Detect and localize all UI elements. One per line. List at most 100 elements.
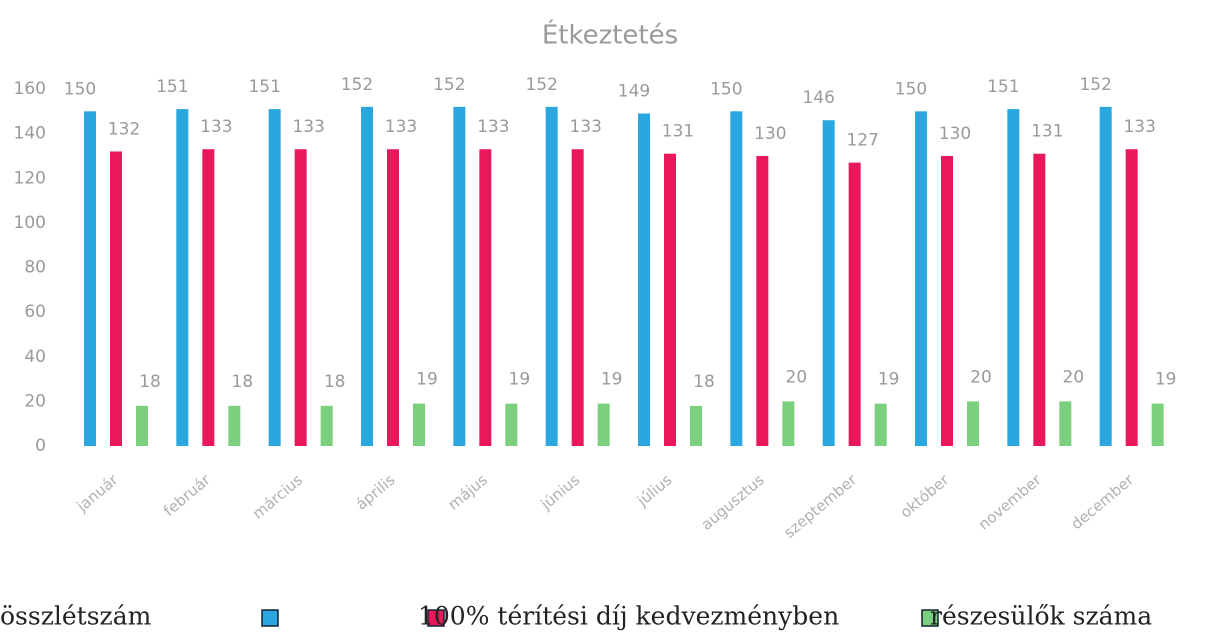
bar: [453, 106, 466, 446]
value-label: 130: [939, 124, 971, 144]
x-tick-label: január: [73, 470, 123, 516]
bar: [110, 151, 122, 446]
bar: [638, 113, 650, 446]
value-label: 20: [1063, 367, 1085, 387]
value-label: 19: [1155, 370, 1177, 390]
value-label: 127: [846, 131, 878, 151]
bar: [690, 405, 702, 446]
value-label: 18: [232, 372, 254, 392]
bar: [545, 106, 558, 446]
bar: [320, 405, 333, 446]
y-tick-label: 120: [14, 168, 46, 188]
bar: [1099, 106, 1112, 446]
legend-label: 100% térítési díj kedvezményben: [418, 602, 839, 631]
value-label: 19: [878, 370, 900, 390]
value-label: 18: [324, 372, 346, 392]
y-tick-label: 40: [24, 347, 46, 367]
bar: [136, 405, 148, 446]
value-label: 19: [509, 370, 531, 390]
x-tick-label: március: [249, 471, 306, 523]
bar: [268, 109, 281, 447]
bar: [730, 111, 743, 446]
value-label: 146: [802, 88, 834, 108]
y-tick-label: 140: [14, 124, 46, 144]
bar: [822, 120, 835, 447]
value-label: 150: [710, 79, 742, 99]
value-label: 150: [64, 79, 96, 99]
bar: [848, 162, 861, 446]
bar: [387, 149, 399, 446]
value-label: 152: [433, 75, 465, 95]
bar: [664, 153, 676, 447]
value-label: 151: [987, 77, 1019, 97]
value-label: 131: [1031, 122, 1063, 142]
value-label: 130: [754, 124, 786, 144]
legend-label: összlétszám: [0, 602, 152, 631]
value-label: 133: [569, 117, 601, 137]
value-label: 19: [416, 370, 438, 390]
value-label: 133: [1123, 117, 1155, 137]
bar: [228, 405, 241, 446]
value-label: 19: [601, 370, 623, 390]
value-label: 20: [786, 367, 808, 387]
value-label: 133: [385, 117, 417, 137]
y-tick-label: 160: [14, 79, 46, 99]
bar: [756, 155, 769, 446]
value-label: 20: [970, 367, 992, 387]
bar: [176, 109, 189, 447]
bar: [915, 111, 927, 446]
bar: [967, 401, 979, 446]
value-label: 133: [477, 117, 509, 137]
x-tick-label: augusztus: [698, 471, 768, 534]
value-label: 151: [248, 77, 280, 97]
value-label: 131: [662, 122, 694, 142]
legend-swatch: [427, 609, 445, 627]
x-tick-label: május: [445, 471, 491, 514]
bar: [1007, 109, 1020, 447]
value-label: 152: [341, 75, 373, 95]
bar: [782, 401, 795, 446]
bar: [413, 403, 425, 446]
y-tick-label: 100: [14, 213, 46, 233]
legend-label: részesülők száma: [930, 602, 1152, 631]
bar: [1033, 153, 1046, 447]
value-label: 133: [292, 117, 324, 137]
x-tick-label: szeptember: [780, 470, 860, 542]
bar: [361, 106, 373, 446]
x-tick-label: december: [1068, 470, 1138, 533]
value-label: 150: [895, 79, 927, 99]
x-tick-label: február: [160, 470, 214, 520]
value-label: 18: [693, 372, 715, 392]
value-label: 151: [156, 77, 188, 97]
bar: [479, 149, 492, 446]
legend-swatch: [261, 609, 279, 627]
y-tick-label: 20: [24, 391, 46, 411]
bar: [571, 149, 584, 446]
x-tick-label: november: [975, 470, 1046, 533]
bar: [505, 403, 518, 446]
bar: [874, 403, 887, 446]
value-label: 149: [618, 82, 650, 102]
y-tick-label: 60: [24, 302, 46, 322]
bar: [84, 111, 96, 446]
legend: összlétszám 100% térítési díj kedvezményb…: [0, 602, 1152, 631]
value-label: 132: [108, 119, 140, 139]
bar: [597, 403, 610, 446]
bar: [941, 155, 953, 446]
value-label: 152: [525, 75, 557, 95]
x-tick-label: április: [352, 471, 398, 514]
x-tick-label: július: [633, 471, 676, 511]
legend-swatch: [921, 609, 939, 627]
value-label: 18: [139, 372, 161, 392]
chart-title: Étkeztetés: [542, 19, 678, 51]
y-tick-label: 0: [35, 436, 46, 456]
x-tick-label: október: [897, 470, 954, 522]
value-label: 133: [200, 117, 232, 137]
y-tick-label: 80: [24, 258, 46, 278]
x-tick-label: június: [537, 471, 584, 514]
bar: [1151, 403, 1164, 446]
bar: [294, 149, 307, 446]
bar: [1125, 149, 1138, 446]
value-label: 152: [1079, 75, 1111, 95]
bar: [1059, 401, 1072, 446]
